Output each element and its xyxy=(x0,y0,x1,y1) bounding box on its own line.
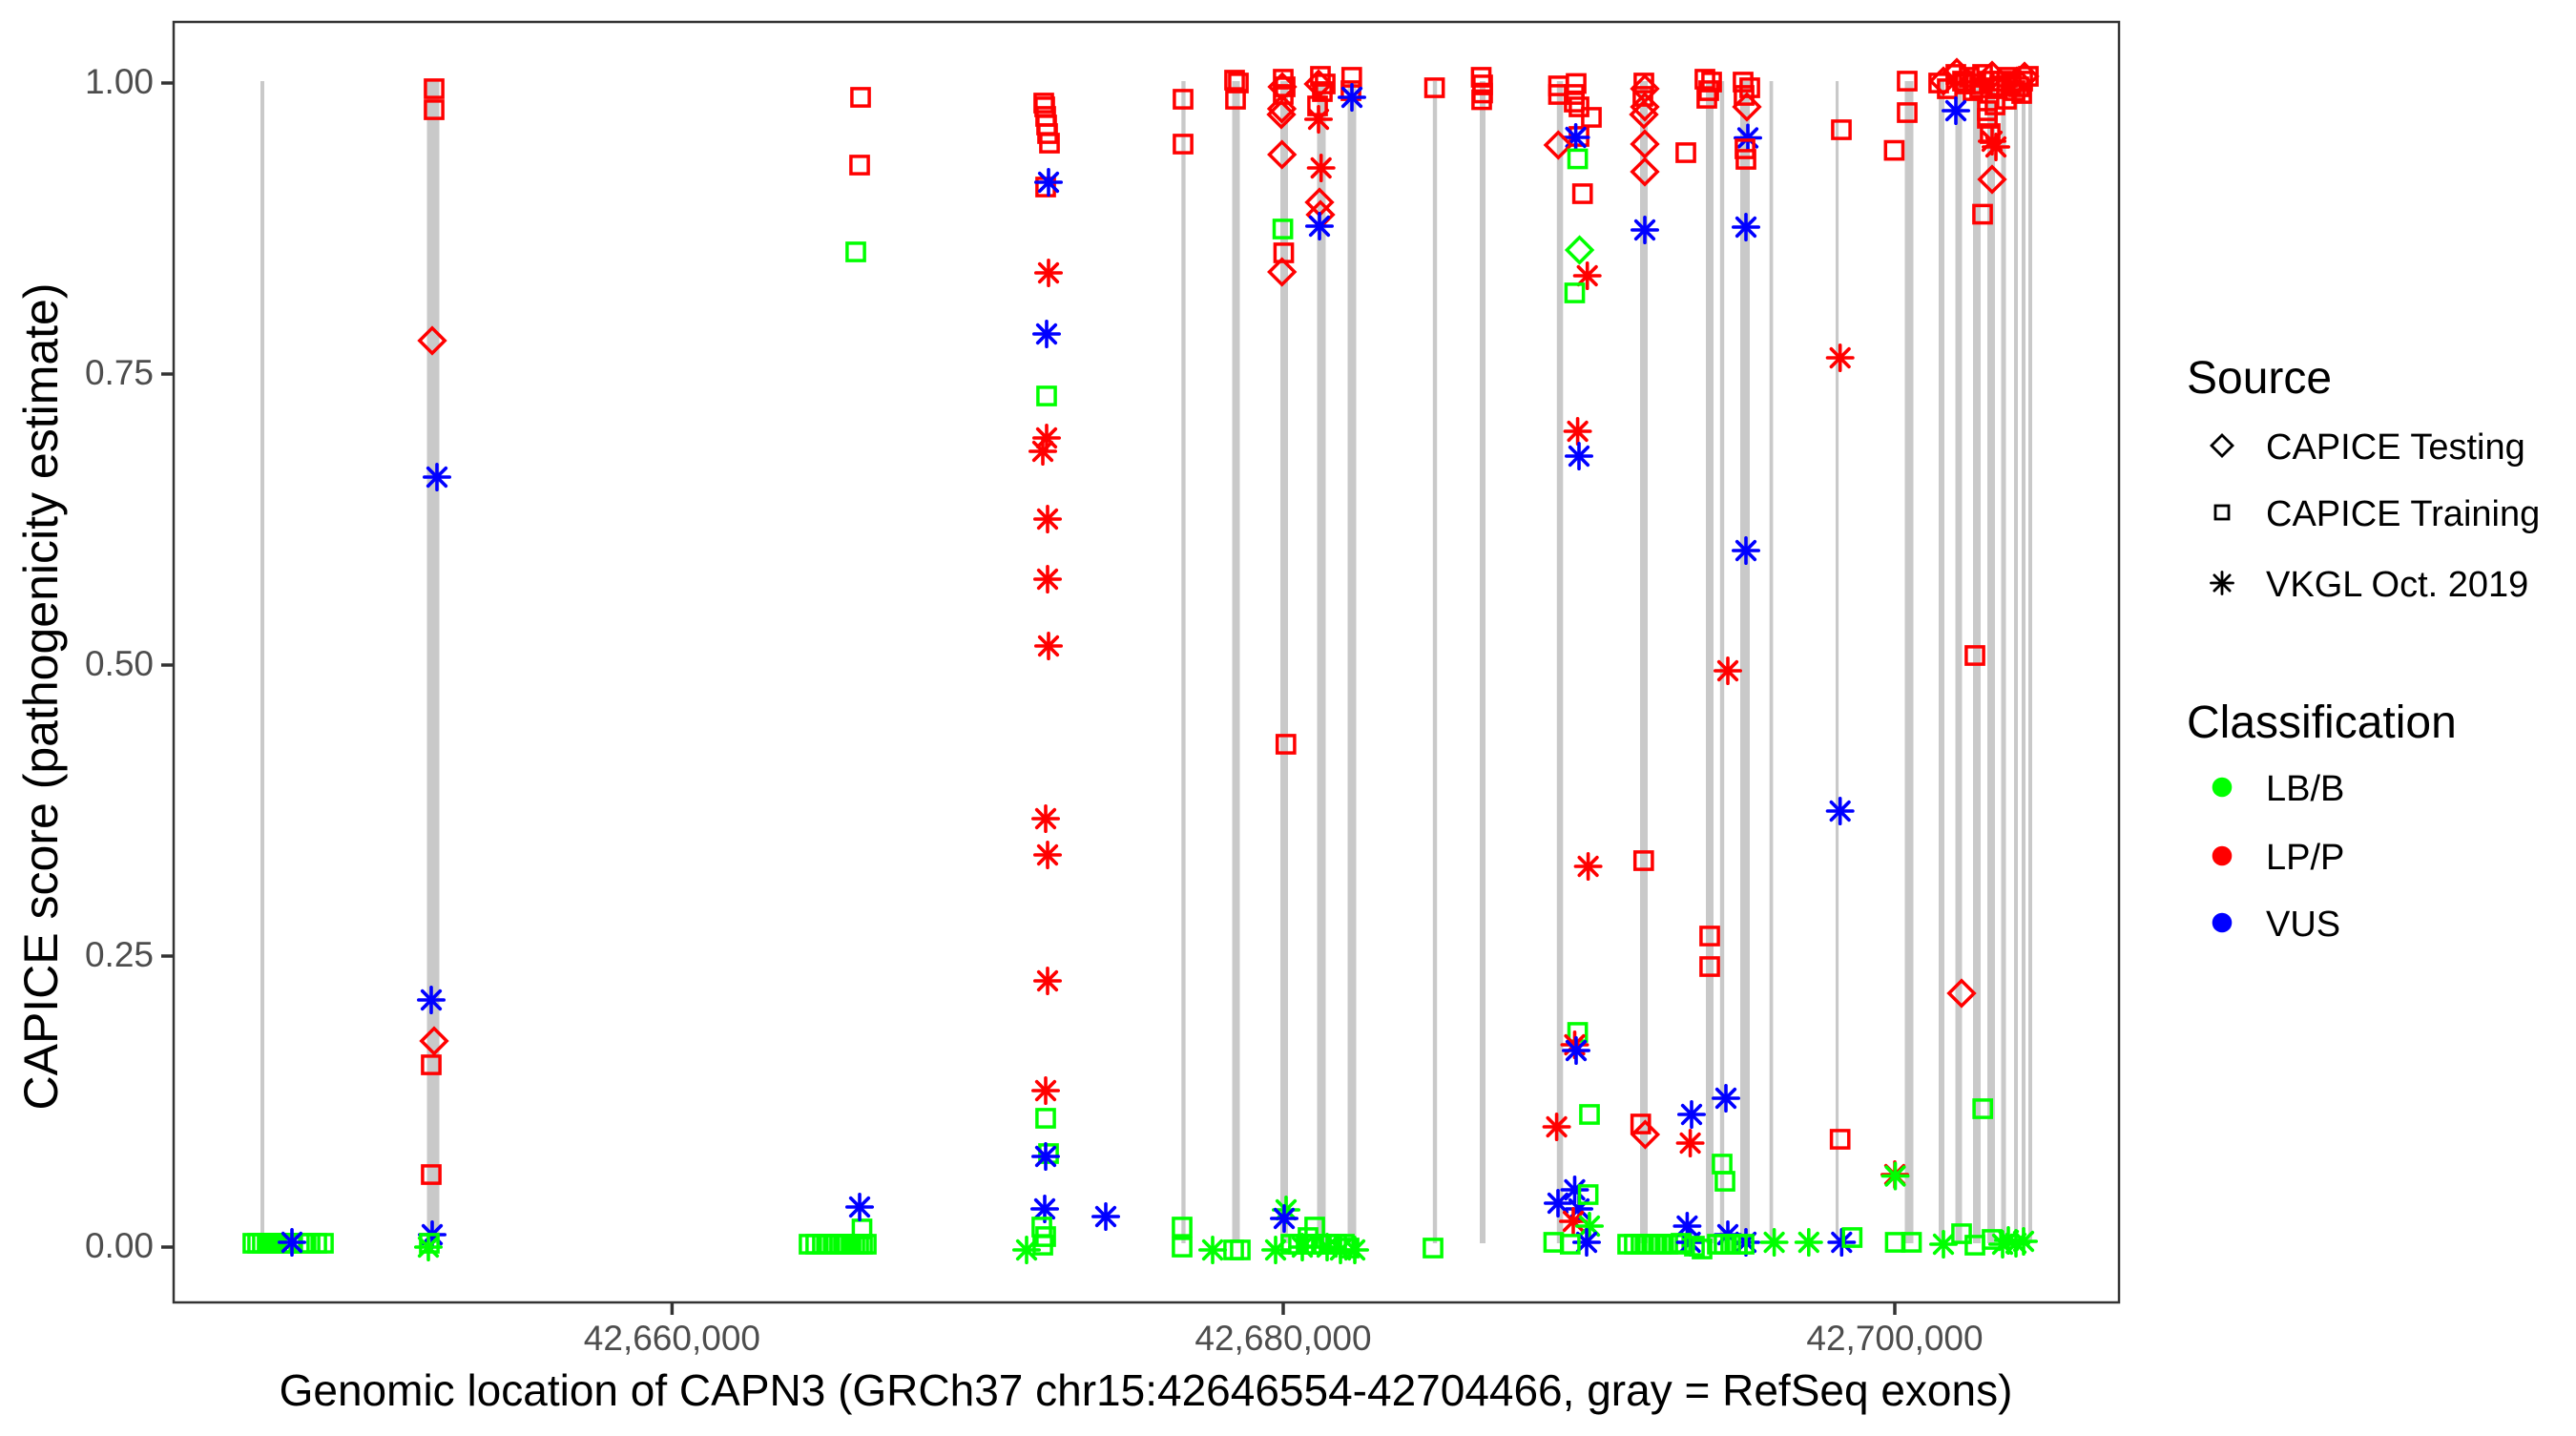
svg-text:42,660,000: 42,660,000 xyxy=(584,1319,760,1358)
svg-text:Classification: Classification xyxy=(2187,697,2457,748)
svg-text:42,700,000: 42,700,000 xyxy=(1806,1319,1983,1358)
svg-text:CAPICE Testing: CAPICE Testing xyxy=(2266,427,2525,468)
svg-text:CAPICE Training: CAPICE Training xyxy=(2266,494,2540,534)
svg-text:0.25: 0.25 xyxy=(85,935,154,974)
svg-text:Genomic location of CAPN3 (GRC: Genomic location of CAPN3 (GRCh37 chr15:… xyxy=(280,1365,2013,1415)
svg-text:Source: Source xyxy=(2187,353,2332,404)
svg-text:1.00: 1.00 xyxy=(85,62,154,101)
svg-text:LP/P: LP/P xyxy=(2266,838,2344,878)
svg-text:42,680,000: 42,680,000 xyxy=(1195,1319,1371,1358)
svg-text:VKGL Oct. 2019: VKGL Oct. 2019 xyxy=(2266,565,2528,605)
svg-text:LB/B: LB/B xyxy=(2266,769,2344,809)
svg-text:0.50: 0.50 xyxy=(85,644,154,683)
svg-text:VUS: VUS xyxy=(2266,905,2340,945)
svg-text:0.00: 0.00 xyxy=(85,1226,154,1265)
svg-text:CAPICE score (pathogenicity es: CAPICE score (pathogenicity estimate) xyxy=(14,282,68,1110)
svg-text:0.75: 0.75 xyxy=(85,353,154,392)
